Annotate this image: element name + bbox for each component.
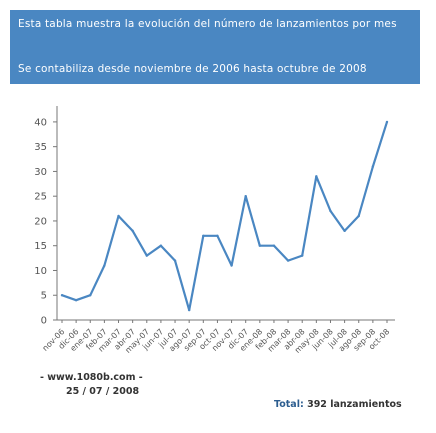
y-tick-label: 5	[41, 291, 47, 302]
total-value: 392 lanzamientos	[307, 399, 402, 410]
y-tick-label: 0	[41, 316, 47, 327]
data-point	[258, 244, 262, 247]
data-point	[357, 214, 360, 218]
data-point	[343, 229, 346, 233]
data-point	[159, 244, 163, 247]
chart-date-range: Se contabiliza desde noviembre de 2006 h…	[18, 63, 367, 75]
y-tick-label: 25	[34, 192, 47, 203]
y-tick-label: 40	[34, 117, 47, 128]
data-point	[286, 259, 290, 262]
y-tick-label: 15	[34, 241, 47, 252]
data-point	[301, 254, 304, 257]
y-tick-label: 30	[34, 167, 47, 178]
data-point	[385, 120, 389, 124]
data-point	[371, 165, 375, 168]
footer-site: - www.1080b.com -	[40, 372, 143, 383]
data-point	[202, 234, 205, 238]
y-tick-label: 35	[34, 142, 47, 153]
total-label: Total:	[274, 399, 304, 410]
data-point	[315, 175, 318, 178]
series-line	[61, 121, 389, 312]
data-point	[60, 294, 64, 297]
data-point	[230, 264, 233, 267]
data-point	[244, 194, 247, 198]
line-chart-svg: 0510152025303540nov-06dic-06ene-07feb-07…	[34, 106, 395, 355]
footer-credits: - www.1080b.com - 25 / 07 / 2008	[40, 371, 143, 399]
data-point	[131, 229, 134, 233]
data-point	[329, 209, 332, 213]
chart-header: Esta tabla muestra la evolución del núme…	[10, 10, 420, 84]
chart-description: Esta tabla muestra la evolución del núme…	[18, 18, 397, 30]
y-tick-label: 10	[34, 266, 47, 277]
data-point	[173, 259, 177, 262]
footer-total: Total: 392 lanzamientos	[274, 399, 402, 410]
data-point	[145, 254, 148, 257]
data-point	[103, 264, 106, 267]
data-point	[117, 214, 120, 218]
data-point	[89, 294, 92, 297]
data-point	[216, 234, 219, 238]
footer-date: 25 / 07 / 2008	[66, 386, 140, 397]
line-chart: 0 5 10 15 20 25 30 35 40 nov-06 dic-06 ene-07 feb-07…	[0, 100, 436, 370]
data-point	[272, 244, 276, 247]
data-point	[187, 308, 191, 312]
y-tick-label: 20	[34, 216, 47, 227]
data-point	[74, 298, 78, 302]
